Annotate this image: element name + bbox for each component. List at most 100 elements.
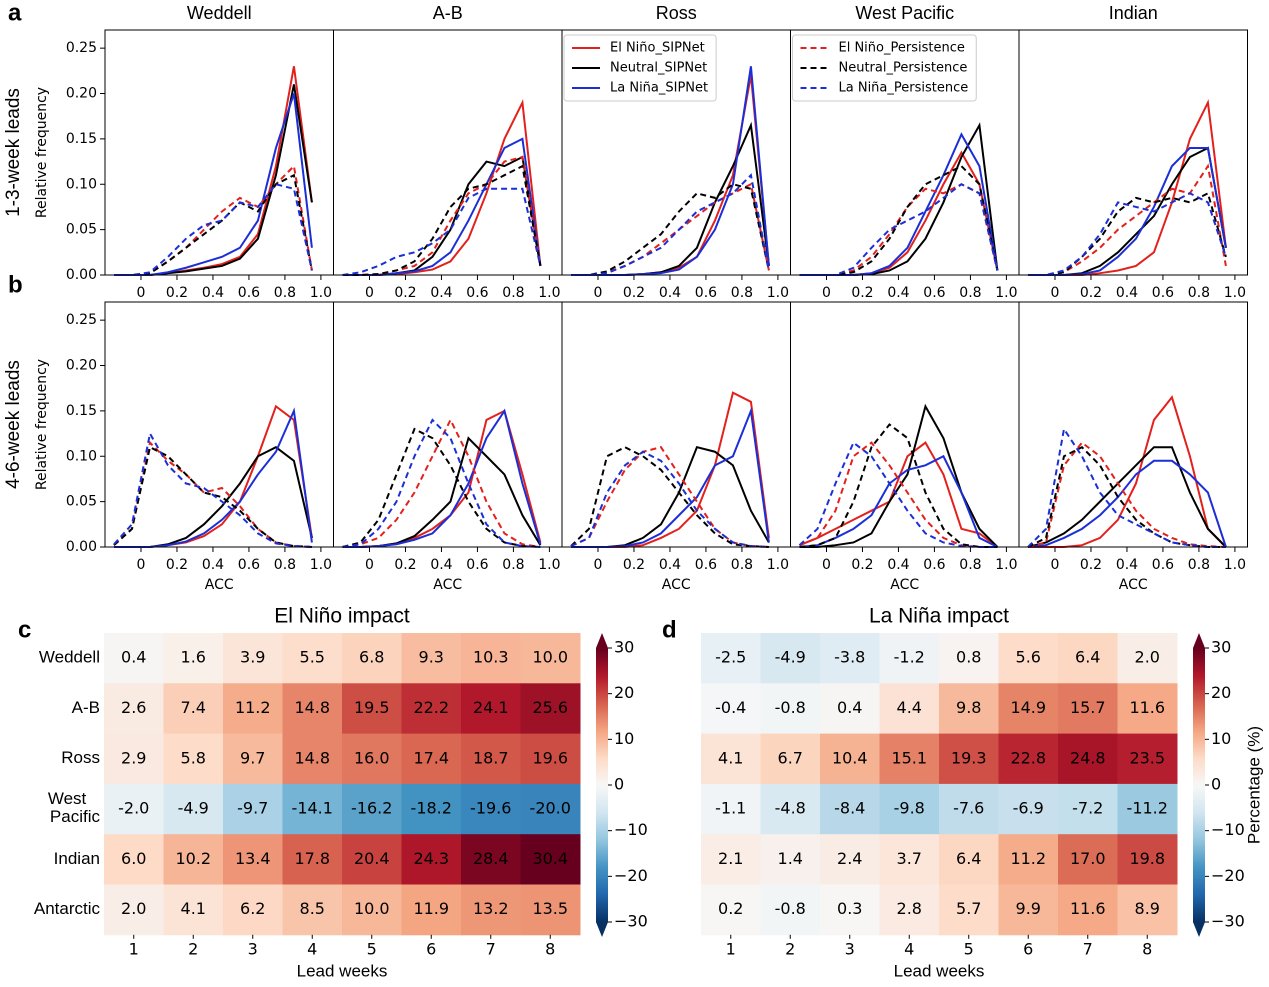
heatmap-cell (1058, 733, 1118, 785)
heatmap-cell (939, 834, 999, 885)
heatmap-cell (401, 884, 462, 936)
colorbar-segment (1193, 682, 1205, 686)
cell-label: -11.2 (1127, 799, 1168, 818)
cell-label: 23.5 (1129, 748, 1165, 767)
colorbar-segment (596, 727, 608, 731)
panel-title: A-B (433, 3, 463, 23)
series-line (571, 173, 770, 276)
x-tick-label: 0.8 (959, 557, 981, 573)
x-tick-label: 0.6 (923, 285, 945, 301)
x-tick-label: 0.8 (502, 557, 524, 573)
cell-label: 2.8 (897, 899, 922, 918)
heatmap-cell (461, 733, 521, 785)
colorbar-segment (596, 917, 608, 921)
heatmap-cell (820, 633, 880, 684)
heatmap-cell (998, 683, 1059, 735)
colorbar-segment (1193, 807, 1205, 811)
colorbar-segment (596, 723, 608, 727)
colorbar-segment (1193, 725, 1205, 729)
heatmap-cell (282, 884, 343, 936)
x-tick-label: 0.2 (623, 557, 645, 573)
heatmap-cell (998, 733, 1059, 785)
colorbar-segment (1193, 670, 1205, 674)
x-axis-label: ACC (433, 577, 462, 593)
row-label: 4-6-week leads (3, 360, 24, 489)
colorbar-segment (1193, 832, 1205, 836)
colorbar-segment (1193, 677, 1205, 681)
colorbar-segment (1193, 700, 1205, 704)
colorbar-segment (1193, 812, 1205, 816)
colorbar-segment (1193, 739, 1205, 743)
heatmap-cell (461, 884, 521, 936)
colorbar-segment (596, 737, 608, 740)
y-axis-label: Relative frequency (34, 359, 50, 490)
x-tick-label: 0.8 (1188, 285, 1210, 301)
colorbar-segment (1193, 910, 1205, 914)
colorbar-segment (596, 807, 608, 811)
colorbar-segment (1193, 805, 1205, 809)
colorbar-segment (596, 773, 608, 777)
series-line (114, 84, 313, 276)
heatmap-cell (701, 633, 761, 684)
panel-letter: c (18, 616, 31, 643)
cell-label: 24.1 (473, 698, 509, 717)
x-tick-label: 1.0 (310, 557, 332, 573)
plot-frame (104, 29, 334, 276)
heatmap-cell (998, 633, 1059, 684)
y-tick-label: 0.10 (66, 448, 97, 464)
colorbar-segment (596, 855, 608, 859)
colorbar-segment (1193, 814, 1205, 818)
heatmap-cell (520, 633, 581, 684)
colorbar-segment (1193, 826, 1205, 829)
colorbar-segment (1193, 890, 1205, 893)
colorbar-segment (596, 915, 608, 919)
colorbar-segment (1193, 661, 1205, 665)
colorbar-segment (1193, 858, 1205, 861)
series-line (571, 75, 770, 276)
cell-label: 24.8 (1070, 748, 1106, 767)
colorbar-segment (596, 830, 608, 834)
cell-label: 14.9 (1010, 698, 1046, 717)
colorbar-segment (1193, 892, 1205, 896)
colorbar-segment (596, 673, 608, 676)
cell-label: 14.8 (294, 748, 330, 767)
colorbar-segment (596, 693, 608, 697)
series-line (113, 430, 312, 548)
colorbar-segment (1193, 753, 1205, 756)
colorbar-segment (596, 741, 608, 745)
panel-title: Indian (1109, 3, 1158, 23)
series-line (342, 436, 542, 548)
heatmap-cell (401, 683, 462, 735)
cell-label: -6.9 (1013, 799, 1044, 818)
colorbar-segment (1193, 842, 1205, 845)
cell-label: 2.0 (121, 899, 146, 918)
colorbar-segment (1193, 657, 1205, 661)
heatmap-cell (760, 683, 821, 735)
heatmap-cell (1117, 884, 1178, 936)
heatmap-cell (520, 834, 581, 885)
colorbar-tick-label: −30 (1211, 912, 1245, 931)
heatmap-cell (701, 733, 761, 785)
colorbar-segment (1193, 894, 1205, 898)
heatmap-cell (760, 733, 821, 785)
colorbar-segment (596, 757, 608, 761)
x-axis-label: Lead weeks (894, 961, 985, 980)
x-tick-label: 4 (307, 939, 317, 958)
x-tick-label: 1.0 (538, 557, 560, 573)
cell-label: 28.4 (473, 849, 509, 868)
heatmap-cell (520, 683, 581, 735)
series-line (1027, 445, 1226, 548)
colorbar-segment (1193, 901, 1205, 905)
heatmap-cell (701, 783, 761, 835)
colorbar-segment (596, 753, 608, 756)
colorbar-segment (1193, 663, 1205, 667)
x-tick-label: 0.4 (430, 557, 452, 573)
cell-label: 8.5 (300, 899, 325, 918)
series-line (1028, 146, 1227, 276)
cell-label: -1.1 (715, 799, 746, 818)
row-label: A-B (72, 698, 100, 717)
cell-label: 10.0 (354, 899, 390, 918)
heatmap-cell (1058, 683, 1118, 735)
plot-frame (1018, 29, 1248, 276)
